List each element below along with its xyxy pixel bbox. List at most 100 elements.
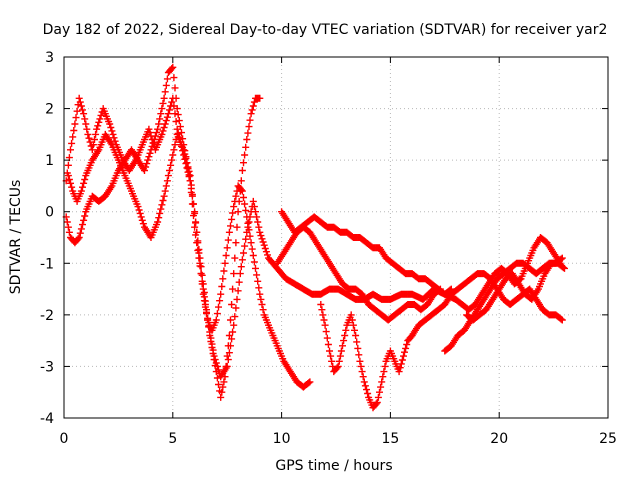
data-point xyxy=(146,129,154,137)
data-point xyxy=(249,252,257,259)
data-point xyxy=(396,364,404,372)
axis-ticks: 0 5 10 15 20 25 -4 -3 -2 -1 0 1 2 3 xyxy=(40,50,617,447)
data-point xyxy=(139,220,147,228)
y-tick-label: 1 xyxy=(45,153,54,169)
data-point xyxy=(149,139,157,147)
data-point xyxy=(160,124,168,131)
data-point xyxy=(68,139,76,147)
data-point xyxy=(167,161,175,169)
data-point xyxy=(227,222,234,230)
data-point xyxy=(172,118,180,125)
data-point xyxy=(201,301,209,308)
data-point xyxy=(138,216,146,224)
data-point xyxy=(158,105,166,113)
data-point xyxy=(231,254,239,262)
data-point xyxy=(255,223,263,231)
data-point xyxy=(228,335,236,343)
data-point xyxy=(322,328,330,336)
data-point xyxy=(256,228,264,236)
data-point xyxy=(250,258,258,266)
data-point xyxy=(400,352,407,360)
data-point xyxy=(337,347,345,355)
data-point xyxy=(212,316,220,324)
data-point xyxy=(231,313,239,321)
data-point xyxy=(364,390,372,397)
data-point xyxy=(240,194,247,201)
data-point xyxy=(243,136,251,143)
data-point xyxy=(164,110,172,118)
data-point xyxy=(240,159,247,167)
data-point xyxy=(92,130,100,138)
data-point xyxy=(203,308,210,316)
data-point xyxy=(192,231,200,239)
data-point xyxy=(245,218,253,226)
y-tick-label: -3 xyxy=(40,359,54,375)
data-point xyxy=(162,182,170,190)
data-point xyxy=(106,120,114,128)
data-point xyxy=(206,328,214,336)
data-point xyxy=(217,393,225,401)
data-point xyxy=(183,159,191,167)
data-point xyxy=(227,342,234,350)
data-point xyxy=(229,285,237,293)
data-point xyxy=(358,368,366,376)
data-point xyxy=(79,221,86,229)
data-point xyxy=(89,141,97,149)
data-point xyxy=(244,129,252,137)
data-point xyxy=(327,352,335,360)
data-point xyxy=(65,228,73,236)
data-point xyxy=(356,357,364,365)
data-point xyxy=(223,244,231,252)
data-point xyxy=(215,366,222,374)
data-point xyxy=(398,356,406,364)
data-point xyxy=(74,235,82,243)
data-point xyxy=(110,134,118,142)
data-point xyxy=(220,378,228,386)
data-point xyxy=(249,197,257,205)
data-point xyxy=(197,263,205,271)
data-point xyxy=(435,286,443,294)
data-point xyxy=(159,127,167,135)
y-tick-label: 2 xyxy=(45,102,54,118)
data-point xyxy=(212,359,220,367)
data-point xyxy=(193,239,201,247)
data-point xyxy=(176,123,184,131)
data-point xyxy=(80,216,88,224)
data-point xyxy=(187,181,195,189)
grid xyxy=(64,57,608,418)
data-point xyxy=(260,241,268,249)
data-point xyxy=(88,146,96,154)
data-point xyxy=(173,105,181,113)
data-point xyxy=(143,160,151,168)
data-point xyxy=(241,151,249,159)
data-point xyxy=(224,356,232,364)
data-point xyxy=(341,332,349,339)
data-point xyxy=(76,229,84,237)
data-point xyxy=(237,177,245,185)
data-point xyxy=(174,111,182,119)
data-point xyxy=(156,209,164,217)
data-point xyxy=(83,125,91,133)
data-point xyxy=(91,136,98,143)
data-point xyxy=(175,117,183,125)
data-point xyxy=(246,213,254,221)
data-point xyxy=(234,287,242,295)
data-point xyxy=(223,362,231,370)
data-point xyxy=(64,161,72,169)
data-point xyxy=(169,151,177,159)
data-point xyxy=(321,321,329,329)
data-point xyxy=(324,341,332,348)
data-point xyxy=(229,328,237,336)
data-marks xyxy=(62,63,568,412)
data-point xyxy=(163,177,171,185)
data-point xyxy=(351,326,358,334)
data-point xyxy=(257,295,265,303)
data-point xyxy=(219,275,227,283)
data-point xyxy=(373,399,381,406)
data-point xyxy=(241,200,249,208)
data-point xyxy=(185,171,193,179)
data-point xyxy=(253,213,261,221)
series-track-5 xyxy=(273,223,444,324)
data-point xyxy=(229,209,237,217)
